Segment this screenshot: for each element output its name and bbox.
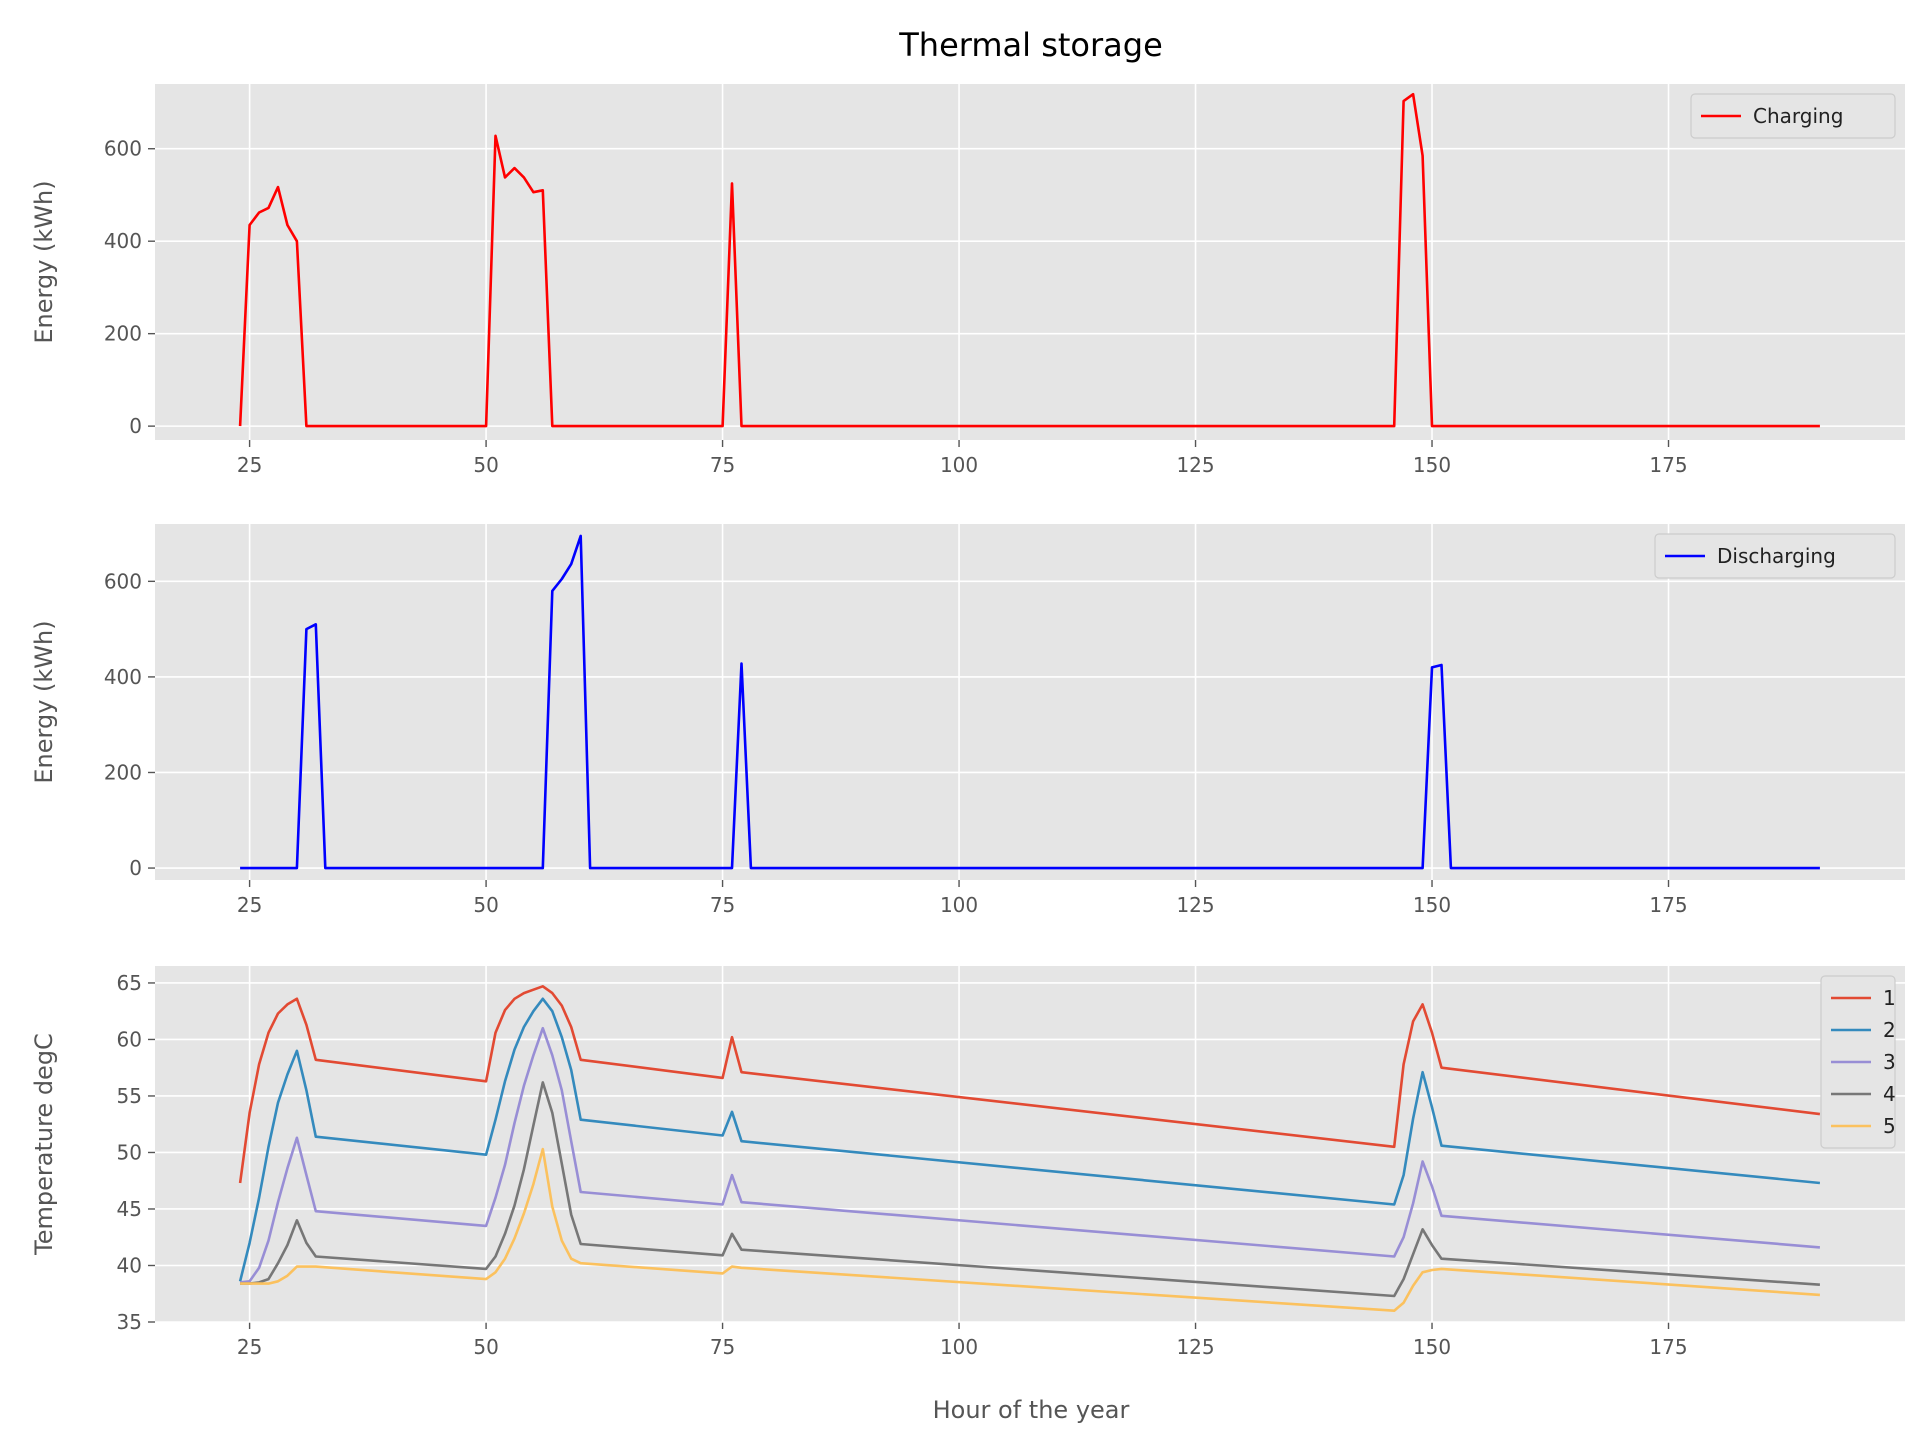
- y-tick-label: 55: [117, 1084, 142, 1108]
- legend-label: Charging: [1753, 104, 1843, 128]
- x-tick-label: 175: [1649, 453, 1687, 477]
- y-axis-label: Energy (kWh): [30, 620, 58, 783]
- legend-box: [1690, 93, 1896, 139]
- x-axis-label: Hour of the year: [933, 1396, 1130, 1424]
- series-line-charging: [238, 92, 1820, 428]
- x-tick-label: 75: [710, 453, 735, 477]
- y-tick-label: 600: [104, 569, 142, 593]
- y-tick-label: 400: [104, 229, 142, 253]
- x-tick-label: 175: [1649, 893, 1687, 917]
- legend: 1 2 3 4 5: [1820, 975, 1896, 1149]
- plot-area: [155, 524, 1905, 880]
- x-tick-label: 25: [237, 1335, 262, 1359]
- legend-label: Discharging: [1717, 544, 1836, 568]
- y-tick-label: 200: [104, 760, 142, 784]
- plot-area: [155, 84, 1905, 440]
- x-tick-label: 150: [1413, 453, 1451, 477]
- y-axis-label: Temperature degC: [30, 1033, 58, 1256]
- legend: Discharging: [1654, 533, 1896, 579]
- panel-1: 25 50 75 100 125 150 175 0 200 400 600 Energy (kWh)…: [30, 84, 1905, 477]
- y-tick-label: 65: [117, 971, 142, 995]
- panel-3: 25 50 75 100 125 150 17535404550556065Temperat…: [30, 966, 1905, 1359]
- x-tick-label: 100: [940, 1335, 978, 1359]
- y-tick-label: 45: [117, 1197, 142, 1221]
- y-tick-label: 400: [104, 665, 142, 689]
- x-tick-label: 25: [237, 893, 262, 917]
- x-tick-label: 175: [1649, 1335, 1687, 1359]
- x-tick-label: 50: [473, 893, 498, 917]
- x-tick-label: 25: [237, 453, 262, 477]
- plot-area: [155, 966, 1905, 1322]
- y-tick-label: 200: [104, 322, 142, 346]
- series-line-2: [238, 997, 1821, 1282]
- chart-title: Thermal storage: [898, 26, 1163, 64]
- y-tick-label: 600: [104, 137, 142, 161]
- x-tick-label: 75: [710, 893, 735, 917]
- series-line-5: [240, 1147, 1820, 1312]
- y-tick-label: 40: [117, 1253, 142, 1277]
- x-tick-label: 75: [710, 1335, 735, 1359]
- x-tick-label: 50: [473, 453, 498, 477]
- y-tick-label: 0: [129, 856, 142, 880]
- legend-box: [1654, 533, 1896, 579]
- series-line-discharging: [240, 534, 1820, 870]
- x-tick-label: 125: [1176, 1335, 1214, 1359]
- x-tick-label: 50: [473, 1335, 498, 1359]
- legend-label: 1: [1883, 986, 1896, 1010]
- y-axis-label: Energy (kWh): [30, 180, 58, 343]
- legend-label: 2: [1883, 1018, 1896, 1042]
- x-tick-label: 100: [940, 453, 978, 477]
- legend-label: 5: [1883, 1114, 1896, 1138]
- series-line-4: [240, 1081, 1820, 1298]
- x-tick-label: 125: [1176, 453, 1214, 477]
- x-tick-label: 150: [1413, 1335, 1451, 1359]
- panel-2: 25 50 75 100 125 150 175 0 200 400 600 Energy (kWh)…: [30, 524, 1905, 917]
- legend: Charging: [1690, 93, 1896, 139]
- x-tick-label: 100: [940, 893, 978, 917]
- y-tick-label: 60: [117, 1027, 142, 1051]
- legend-label: 4: [1883, 1082, 1896, 1106]
- series-line-3: [239, 1026, 1821, 1284]
- x-tick-label: 125: [1176, 893, 1214, 917]
- y-tick-label: 0: [129, 414, 142, 438]
- series-line-1: [238, 985, 1821, 1184]
- legend-label: 3: [1883, 1050, 1896, 1074]
- x-tick-label: 150: [1413, 893, 1451, 917]
- y-tick-label: 35: [117, 1310, 142, 1334]
- y-tick-label: 50: [117, 1140, 142, 1164]
